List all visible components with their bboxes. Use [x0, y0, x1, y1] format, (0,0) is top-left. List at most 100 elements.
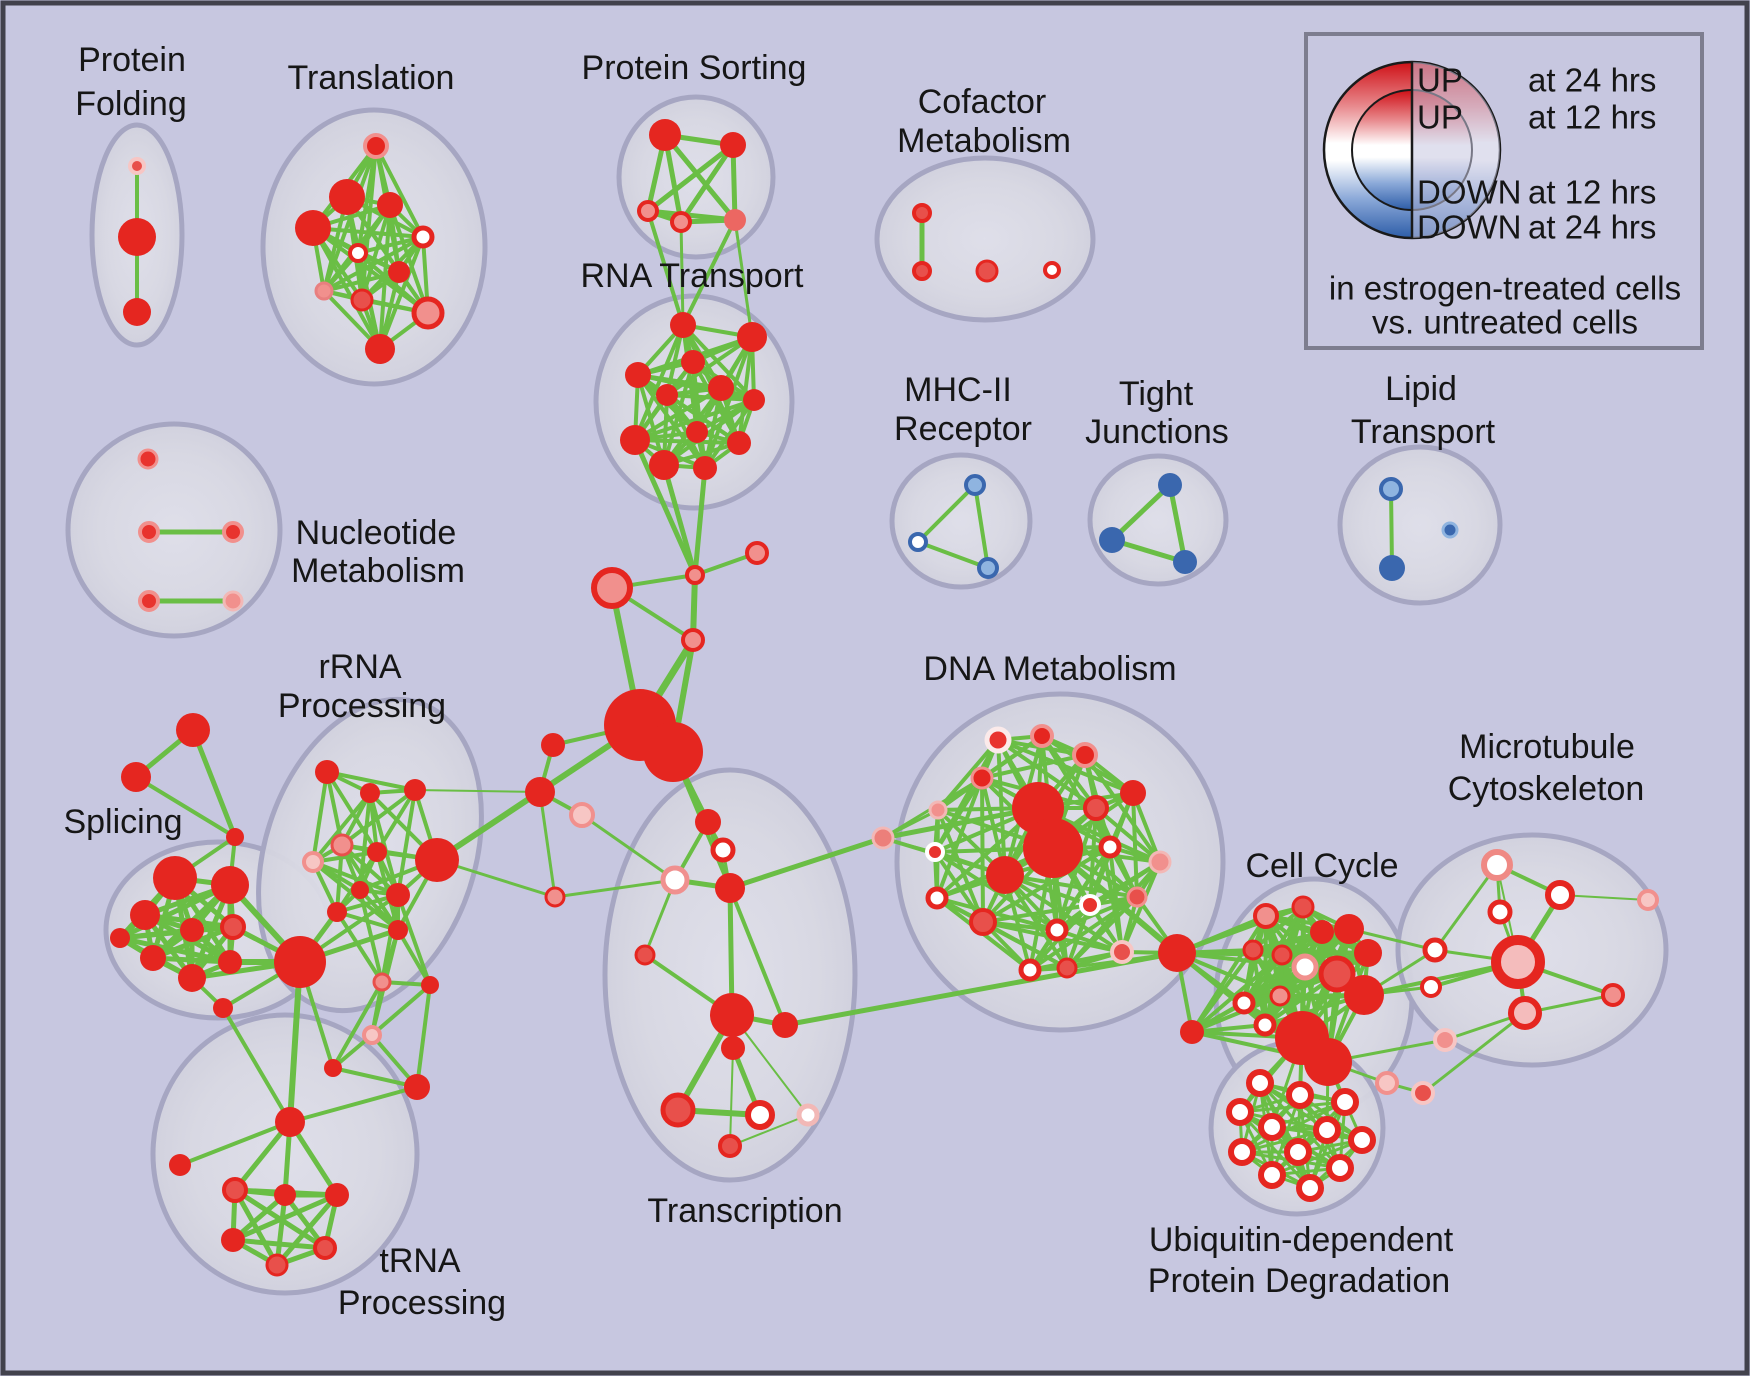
node-cc0	[1158, 934, 1196, 972]
node-tn3	[274, 1184, 296, 1206]
cluster-trna-processing-ellipse	[150, 1012, 420, 1296]
cluster-label-transcription-line0: Transcription	[647, 1192, 842, 1230]
node-sp7	[178, 964, 206, 992]
node-tx7	[660, 1092, 696, 1128]
legend-direction-3: DOWN	[1417, 209, 1521, 246]
node-rr14	[324, 1059, 342, 1077]
node-rt8	[620, 425, 650, 455]
network-edge	[1433, 863, 1499, 952]
node-ub1	[1286, 1081, 1314, 1109]
node-rr2	[404, 779, 426, 801]
mesh-edge	[703, 335, 754, 470]
network-edge	[287, 959, 303, 1125]
legend-time-2: at 12 hrs	[1528, 174, 1656, 211]
node-ub3	[1226, 1098, 1254, 1126]
node-lt1	[1379, 555, 1405, 581]
node-sp3	[180, 918, 204, 942]
node-mt1	[1545, 880, 1575, 910]
cluster-label-tight-junctions-line1: Junctions	[1085, 413, 1229, 451]
node-pf0	[128, 157, 146, 175]
network-edge	[916, 540, 990, 570]
node-ub11	[1296, 1174, 1324, 1202]
mesh-edge	[370, 983, 432, 1037]
cluster-label-lipid-transport-line0: Lipid	[1385, 370, 1457, 408]
node-t4	[411, 225, 435, 249]
node-sp6	[110, 928, 130, 948]
node-tx6	[772, 1012, 798, 1038]
node-cc13	[1232, 991, 1256, 1015]
mesh-edge	[1065, 903, 1092, 970]
node-mh2	[977, 557, 999, 579]
network-edge	[553, 878, 677, 899]
node-rr11	[421, 976, 439, 994]
cluster-label-lipid-transport-line1: Transport	[1351, 413, 1496, 451]
node-t10	[365, 334, 395, 364]
mesh-edge	[935, 896, 1059, 932]
cluster-label-protein-folding-line1: Folding	[75, 85, 187, 123]
node-c2	[591, 567, 633, 609]
node-rr13	[362, 1025, 382, 1045]
mesh-edge	[335, 910, 384, 984]
node-tx3	[715, 873, 745, 903]
node-rr8	[351, 881, 369, 899]
mesh-edge	[311, 226, 382, 351]
node-nm3	[138, 590, 160, 612]
node-ub8	[1284, 1138, 1312, 1166]
cluster-label-protein-folding-line0: Protein	[78, 41, 186, 79]
legend-fade-overlay	[1412, 62, 1500, 238]
node-dm1	[1030, 724, 1054, 748]
mesh-edge	[396, 928, 432, 987]
node-tj1	[1099, 527, 1125, 553]
network-edge	[729, 1047, 734, 1147]
mesh-edge	[230, 1237, 328, 1251]
cluster-tight-junctions-ellipse	[1087, 453, 1229, 587]
node-t5	[348, 243, 368, 263]
node-cc2	[1253, 903, 1279, 929]
node-ps2	[637, 200, 659, 222]
mesh-edge	[325, 770, 417, 792]
node-tx5	[721, 1036, 745, 1060]
node-tx8	[745, 1100, 775, 1130]
mesh-edge	[274, 1192, 340, 1268]
cluster-label-mhc-ii-receptor-line0: MHC-II	[904, 371, 1012, 409]
node-x1	[1411, 1081, 1435, 1105]
node-cc6	[1354, 939, 1382, 967]
mesh-edge	[331, 980, 384, 1070]
cluster-label-rna-transport-line0: RNA Transport	[581, 257, 805, 295]
cluster-protein-sorting-ellipse	[616, 94, 776, 260]
mesh-edge	[981, 903, 1092, 924]
node-mt3	[1491, 935, 1545, 989]
node-tx2	[660, 865, 690, 895]
mesh-edge	[703, 398, 756, 470]
mesh-edge	[1270, 1138, 1364, 1177]
mesh-edge	[981, 845, 1112, 924]
cluster-label-protein-sorting-line0: Protein Sorting	[582, 49, 807, 87]
legend-caption-line0: in estrogen-treated cells	[1329, 270, 1681, 307]
node-t2	[377, 192, 403, 218]
node-ub2	[1331, 1088, 1359, 1116]
cluster-label-nucleotide-metabolism-line1: Metabolism	[291, 552, 465, 590]
network-edge	[692, 465, 708, 578]
node-cc3	[1291, 895, 1315, 919]
network-edge	[916, 483, 977, 544]
network-edge	[178, 1120, 292, 1167]
network-edge	[580, 813, 677, 882]
node-rt4	[708, 375, 734, 401]
node-mt2	[1487, 899, 1513, 925]
mesh-edge	[322, 270, 401, 293]
cluster-lipid-transport-ellipse	[1337, 444, 1503, 606]
network-edge	[782, 950, 1180, 1028]
mesh-edge	[150, 924, 236, 961]
node-rr6	[415, 838, 459, 882]
legend-direction-0: UP	[1417, 62, 1463, 99]
network-edge	[1167, 482, 1188, 565]
node-rr5	[367, 842, 387, 862]
node-rt3	[625, 362, 651, 388]
mesh-edge	[1242, 993, 1366, 1005]
node-tn4	[325, 1183, 349, 1207]
node-ps1	[720, 132, 746, 158]
mesh-edge	[935, 776, 984, 900]
node-t0	[363, 133, 389, 159]
mesh-edge	[1120, 860, 1162, 954]
